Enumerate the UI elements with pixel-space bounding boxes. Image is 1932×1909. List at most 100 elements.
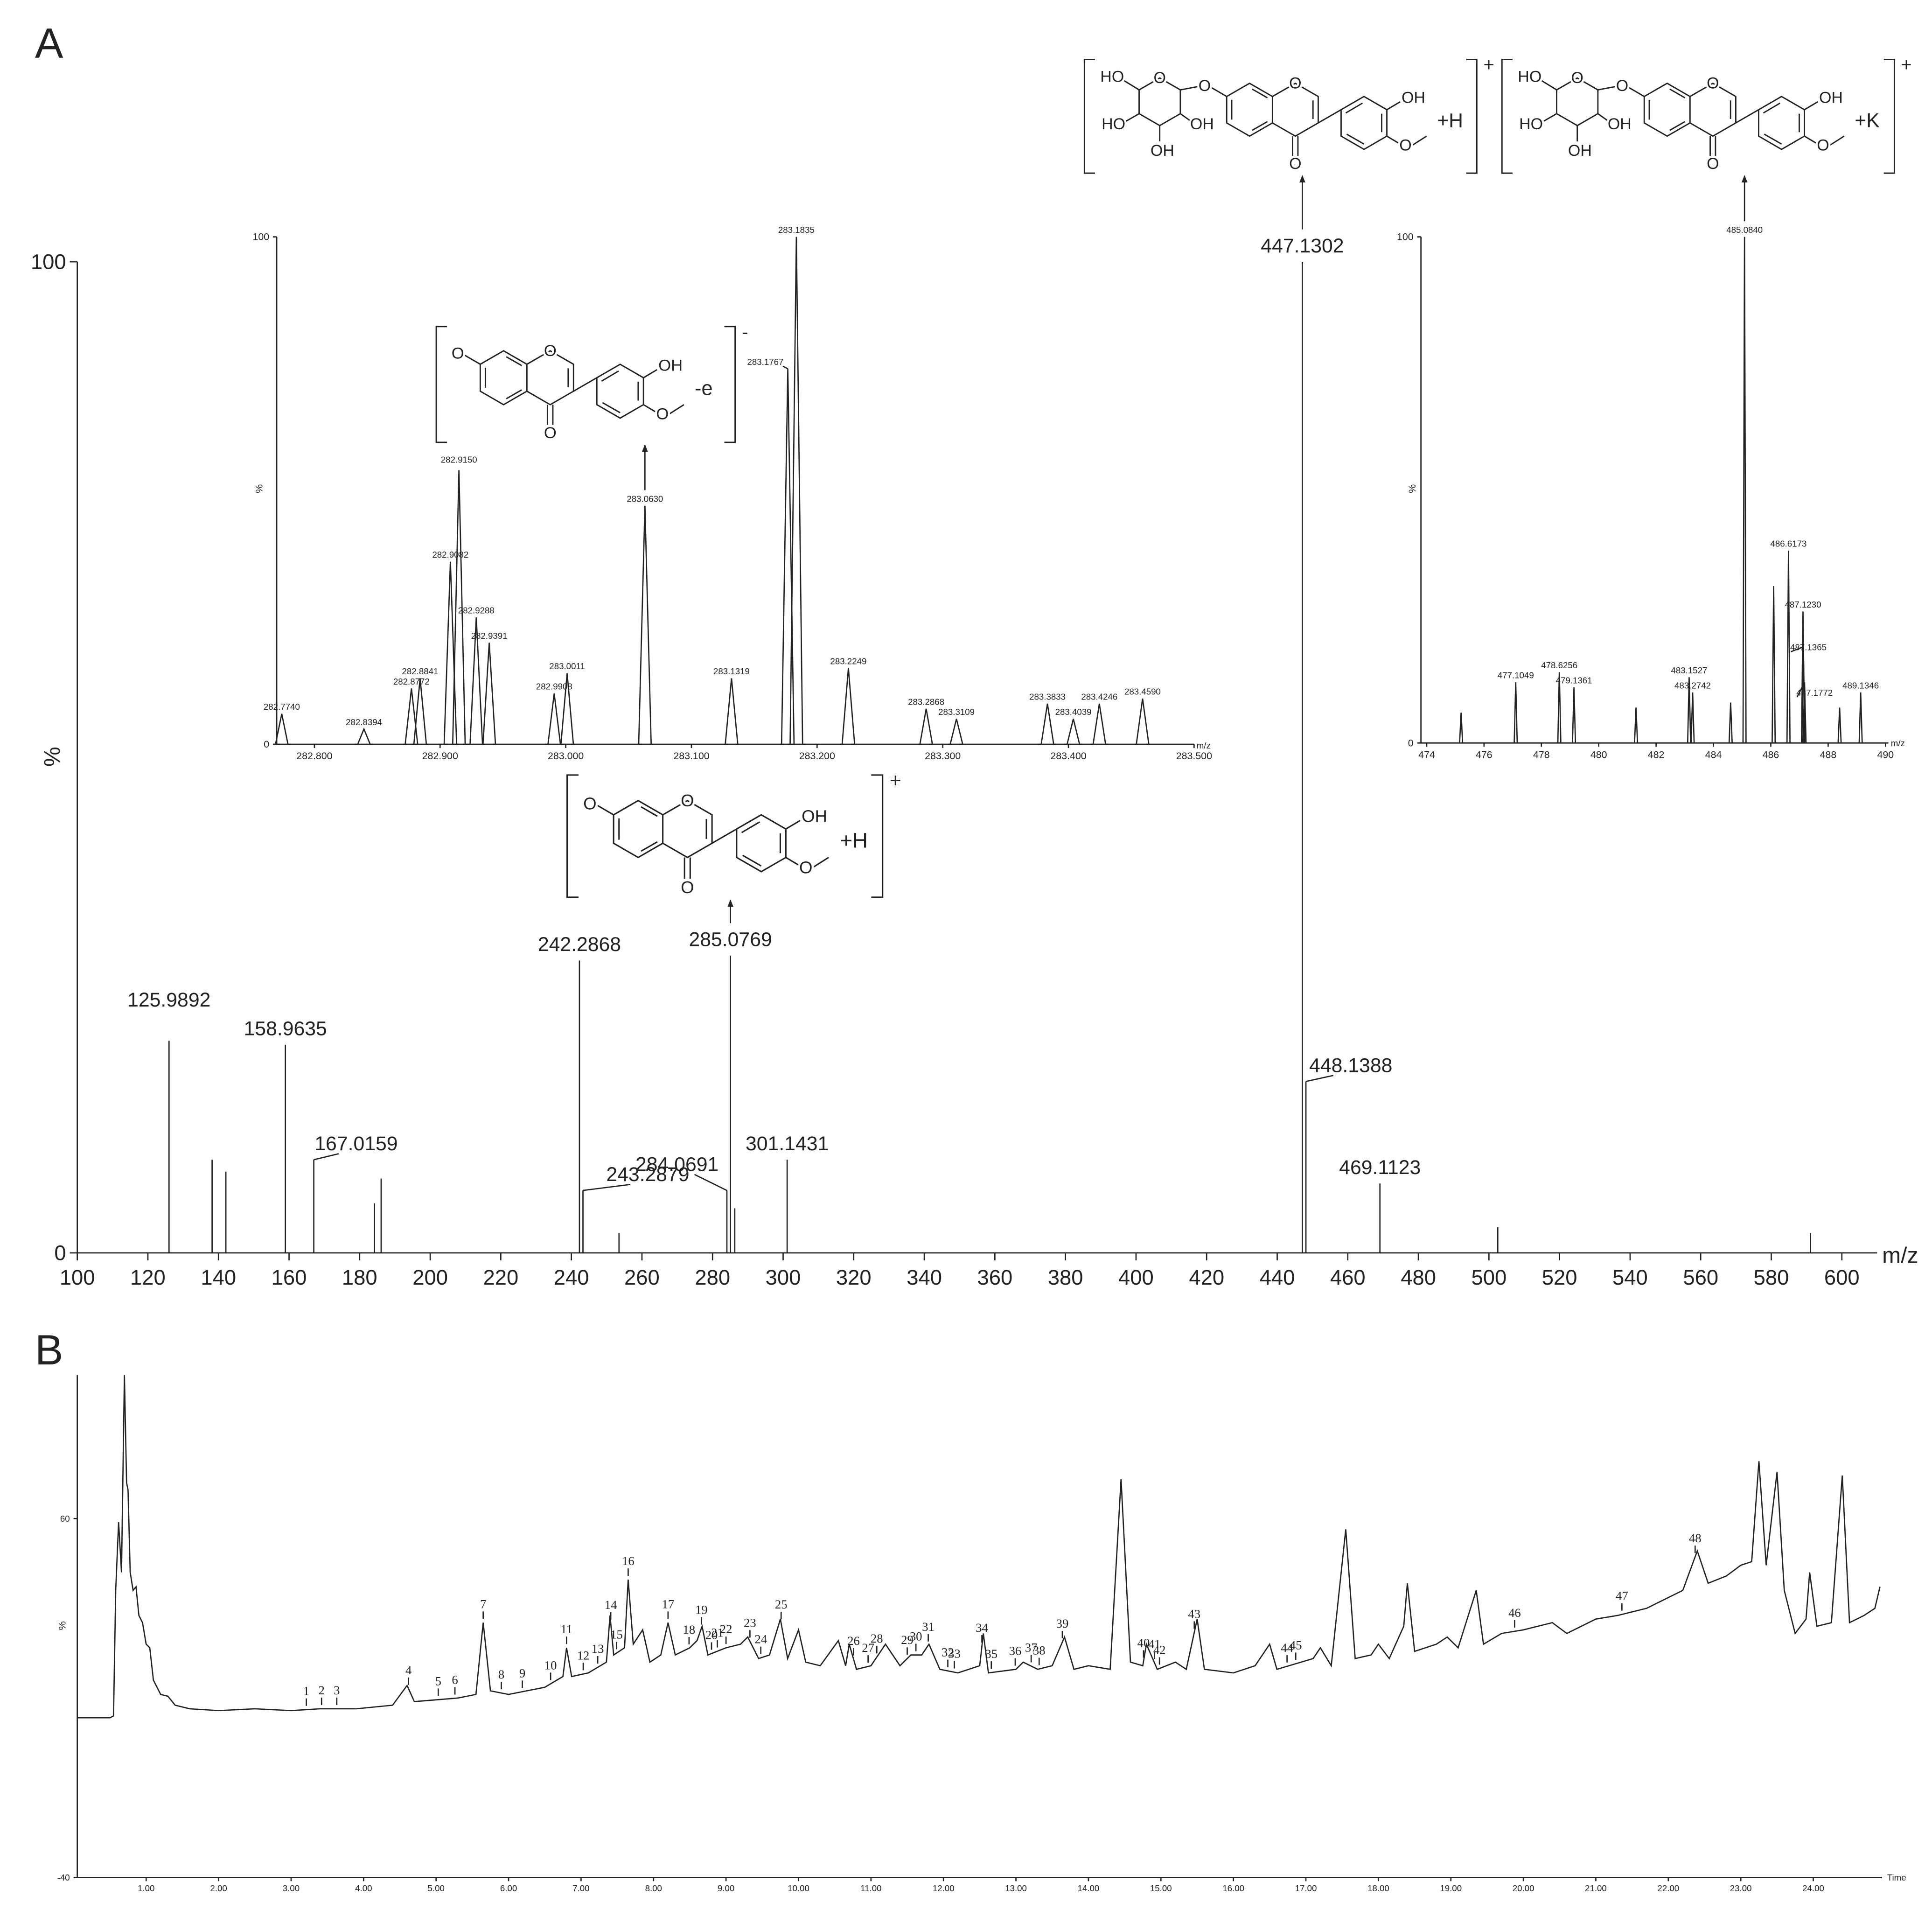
x-tick-label: 17.00: [1295, 1883, 1317, 1893]
peak-number: 32: [942, 1645, 954, 1659]
peak: [789, 237, 803, 744]
x-tick-label: 14.00: [1078, 1883, 1100, 1893]
peak-number: 40: [1137, 1636, 1150, 1650]
peak-number: 39: [1056, 1616, 1069, 1630]
peak: [1837, 707, 1842, 743]
x-tick-label: 6.00: [500, 1883, 517, 1893]
x-tick-label: 484: [1705, 749, 1722, 760]
atom-label: OH: [658, 357, 683, 375]
peak: [919, 708, 933, 745]
y-tick-label: 0: [264, 739, 269, 750]
peak-number: 33: [948, 1646, 961, 1660]
peak: [1772, 586, 1776, 743]
x-tick-label: 580: [1754, 1266, 1789, 1289]
atom-label: OH: [1608, 115, 1632, 133]
atom-label: HO: [1100, 68, 1124, 85]
x-tick-label: 283.200: [799, 750, 835, 762]
atom-label: OH: [1819, 89, 1843, 107]
peak: [1572, 687, 1576, 743]
atom-label: OH: [1190, 115, 1214, 133]
peak-number: 21: [711, 1626, 724, 1640]
x-tick-label: 24.00: [1802, 1883, 1824, 1893]
x-tick-label: 282.800: [296, 750, 332, 762]
peak-number: 31: [922, 1620, 935, 1634]
peak: [1136, 698, 1150, 745]
peak-label: 283.4246: [1081, 692, 1117, 701]
peak: [275, 713, 289, 745]
x-tick-label: 490: [1877, 749, 1894, 760]
peak-number: 44: [1281, 1641, 1293, 1655]
panel-label: B: [35, 1327, 63, 1374]
peak-label: 242.2868: [538, 933, 621, 956]
peak: [1634, 707, 1639, 743]
atom-label: O: [1707, 74, 1719, 92]
peak-label: 282.8841: [402, 666, 438, 676]
bracket: [566, 774, 884, 898]
peak-number: 41: [1148, 1637, 1161, 1651]
peak: [1786, 551, 1791, 743]
peak-label: 301.1431: [746, 1133, 829, 1155]
peak-number: 48: [1689, 1531, 1702, 1545]
peak: [1092, 703, 1106, 745]
peak: [1459, 713, 1464, 743]
peak: [1687, 677, 1692, 743]
x-tick-label: 420: [1189, 1266, 1224, 1289]
peak-number: 15: [610, 1627, 623, 1641]
peak-label: 282.9391: [471, 631, 508, 641]
atom-label: O: [583, 794, 596, 813]
label-leader: [782, 365, 788, 370]
peak-label: 158.9635: [244, 1018, 327, 1040]
x-tick-label: 11.00: [860, 1883, 881, 1893]
atom-label: O: [544, 342, 557, 360]
y-tick-label: 0: [1408, 737, 1414, 748]
atom-label: HO: [1519, 115, 1543, 133]
y-tick-label: 100: [1397, 231, 1414, 243]
peak: [1858, 692, 1863, 743]
atom-label: O: [799, 858, 812, 877]
x-tick-label: 4.00: [355, 1883, 372, 1893]
peak-label: 478.6256: [1541, 660, 1577, 670]
x-tick-label: 240: [554, 1266, 589, 1289]
x-axis-label: m/z: [1197, 741, 1211, 750]
x-tick-label: 540: [1612, 1266, 1648, 1289]
peak-number: 11: [560, 1622, 572, 1636]
peak-label: 283.0011: [549, 661, 585, 671]
structure-bonds: [1123, 77, 1427, 156]
peak-label: 282.8394: [346, 717, 382, 727]
peak-number: 38: [1033, 1643, 1046, 1657]
peak-number: 30: [910, 1629, 922, 1643]
structure: O O O OH O +H +: [566, 769, 901, 899]
peak-label: 283.4590: [1124, 687, 1161, 697]
peak: [1557, 672, 1562, 743]
peak-number: 10: [544, 1658, 557, 1672]
x-tick-label: 340: [907, 1266, 942, 1289]
structure-bonds: [464, 350, 684, 425]
y-tick-label: 100: [252, 231, 269, 243]
atom-label: O: [452, 345, 464, 363]
y-tick-label: 100: [31, 250, 66, 274]
adduct: -e: [695, 378, 712, 400]
atom-label: O: [1153, 69, 1165, 87]
peak-label: 448.1388: [1309, 1054, 1392, 1077]
atom-label: OH: [1402, 89, 1425, 107]
x-tick-label: 440: [1260, 1266, 1295, 1289]
peak-label: 487.1772: [1796, 688, 1833, 698]
atom-label: O: [1199, 77, 1211, 95]
peak: [1066, 719, 1081, 745]
y-tick-label: -40: [57, 1873, 70, 1882]
x-axis-label: m/z: [1882, 1243, 1918, 1268]
peak-label: 125.9892: [127, 989, 210, 1011]
peak-number: 45: [1290, 1638, 1302, 1652]
x-tick-label: 476: [1476, 749, 1493, 760]
x-tick-label: 320: [836, 1266, 872, 1289]
x-tick-label: 23.00: [1730, 1883, 1752, 1893]
peak-number: 36: [1009, 1643, 1022, 1657]
x-tick-label: 283.000: [548, 750, 584, 762]
y-tick-label: 60: [60, 1514, 70, 1524]
x-tick-label: 2.00: [210, 1883, 227, 1893]
peak-number: 23: [744, 1615, 756, 1629]
peak: [413, 678, 427, 745]
peak: [452, 470, 466, 744]
peak-number: 20: [705, 1628, 718, 1642]
peak-label: 477.1049: [1498, 671, 1534, 680]
